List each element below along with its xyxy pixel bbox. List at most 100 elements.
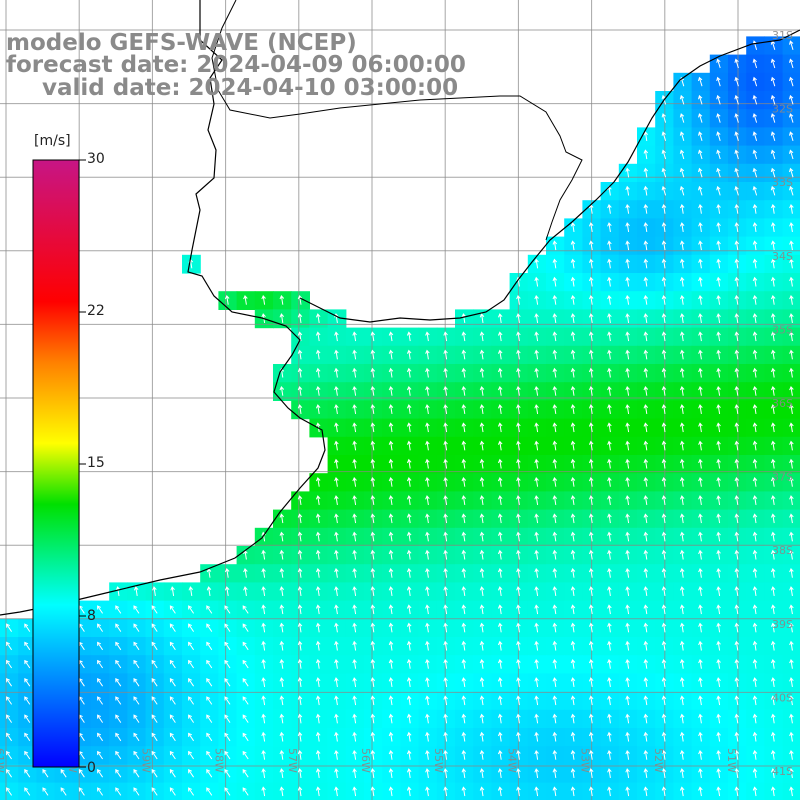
- wind-arrow: [97, 659, 104, 669]
- wind-arrow: [607, 422, 612, 433]
- wind-arrow: [370, 658, 376, 669]
- wind-arrow: [406, 331, 412, 342]
- wind-arrow: [6, 769, 13, 778]
- wind-arrow: [461, 713, 467, 724]
- wind-arrow: [388, 640, 394, 651]
- wind-arrow: [388, 422, 394, 433]
- wind-arrow: [188, 732, 195, 742]
- wind-arrow: [479, 604, 485, 615]
- wind-arrow: [643, 440, 649, 451]
- wind-arrow: [679, 531, 685, 542]
- wind-arrow: [661, 567, 667, 578]
- wind-arrow: [261, 768, 266, 778]
- wind-arrow: [698, 404, 703, 414]
- wind-arrow: [752, 731, 758, 742]
- wind-arrow: [497, 440, 503, 451]
- wind-arrow: [679, 476, 685, 487]
- wind-arrow: [24, 623, 31, 632]
- wind-arrow: [425, 567, 430, 578]
- wind-arrow: [752, 677, 758, 687]
- wind-arrow: [297, 731, 303, 742]
- title-model: modelo GEFS-WAVE (NCEP): [6, 30, 357, 56]
- wind-arrow: [388, 768, 394, 778]
- wind-arrow: [479, 476, 485, 487]
- wind-arrow: [716, 349, 721, 360]
- wind-arrow: [770, 786, 776, 797]
- wind-arrow: [497, 495, 503, 505]
- wind-arrow: [625, 549, 630, 560]
- wind-arrow: [461, 622, 467, 633]
- wind-arrow: [297, 749, 303, 760]
- wind-arrow: [607, 367, 612, 378]
- wind-arrow: [461, 658, 467, 669]
- wind-arrow: [607, 768, 612, 778]
- wind-arrow: [461, 440, 467, 451]
- wind-arrow: [370, 768, 376, 778]
- wind-arrow: [607, 531, 612, 542]
- wind-arrow: [661, 768, 667, 778]
- wind-arrow: [625, 313, 630, 323]
- wind-arrow: [661, 786, 667, 797]
- wind-arrow: [261, 695, 266, 706]
- wind-arrow: [406, 749, 412, 760]
- wind-arrow: [698, 76, 703, 87]
- wind-arrow: [679, 731, 685, 742]
- wind-arrow: [716, 240, 721, 251]
- wind-arrow: [406, 731, 412, 742]
- wind-arrow: [643, 786, 649, 797]
- wind-arrow: [425, 531, 430, 542]
- wind-arrow: [388, 349, 394, 360]
- wind-arrow: [297, 549, 303, 560]
- wind-arrow: [352, 513, 357, 524]
- wind-arrow: [752, 131, 758, 141]
- wind-arrow: [625, 786, 630, 797]
- wind-arrow: [607, 258, 612, 269]
- wind-arrow: [789, 185, 794, 196]
- wind-arrow: [534, 476, 539, 487]
- wind-arrow: [516, 731, 521, 742]
- wind-arrow: [716, 549, 721, 560]
- wind-arrow: [115, 586, 121, 596]
- wind-arrow: [752, 786, 758, 797]
- wind-arrow: [734, 713, 740, 724]
- latitude-label: 36S: [772, 397, 793, 410]
- wind-arrow: [461, 768, 467, 778]
- wind-arrow: [97, 732, 104, 742]
- wind-arrow: [570, 531, 576, 542]
- wind-arrow: [443, 786, 448, 797]
- wind-arrow: [716, 313, 721, 323]
- wind-arrow: [661, 185, 667, 196]
- wind-arrow: [443, 622, 448, 633]
- coastline-west: [0, 0, 326, 616]
- wind-arrow: [388, 749, 394, 760]
- wind-arrow: [716, 731, 721, 742]
- wind-arrow: [443, 476, 448, 487]
- wind-arrow: [716, 531, 721, 542]
- wind-arrow: [789, 40, 794, 50]
- wind-arrow: [588, 586, 594, 596]
- wind-arrow: [334, 385, 339, 396]
- wind-arrow: [625, 240, 630, 251]
- wind-arrow: [479, 404, 485, 414]
- wind-arrow: [443, 586, 448, 596]
- wind-arrow: [443, 713, 448, 724]
- wind-arrow: [679, 458, 685, 469]
- wind-arrow: [607, 203, 612, 214]
- wind-arrow: [534, 294, 539, 305]
- wind-arrow: [352, 422, 357, 433]
- wind-arrow: [752, 495, 758, 505]
- wind-arrow: [661, 495, 667, 505]
- wind-arrow: [625, 731, 630, 742]
- wind-arrow: [169, 750, 176, 760]
- latitude-label: 37S: [772, 471, 793, 484]
- wind-arrow: [625, 677, 630, 687]
- wind-arrow: [752, 240, 758, 251]
- wind-arrow: [625, 567, 630, 578]
- wind-arrow: [6, 714, 13, 723]
- wind-arrow: [643, 604, 649, 615]
- wind-arrow: [534, 331, 539, 342]
- wind-arrow: [552, 422, 558, 433]
- wind-arrow: [552, 567, 558, 578]
- wind-arrow: [570, 677, 576, 687]
- wind-arrow: [425, 440, 430, 451]
